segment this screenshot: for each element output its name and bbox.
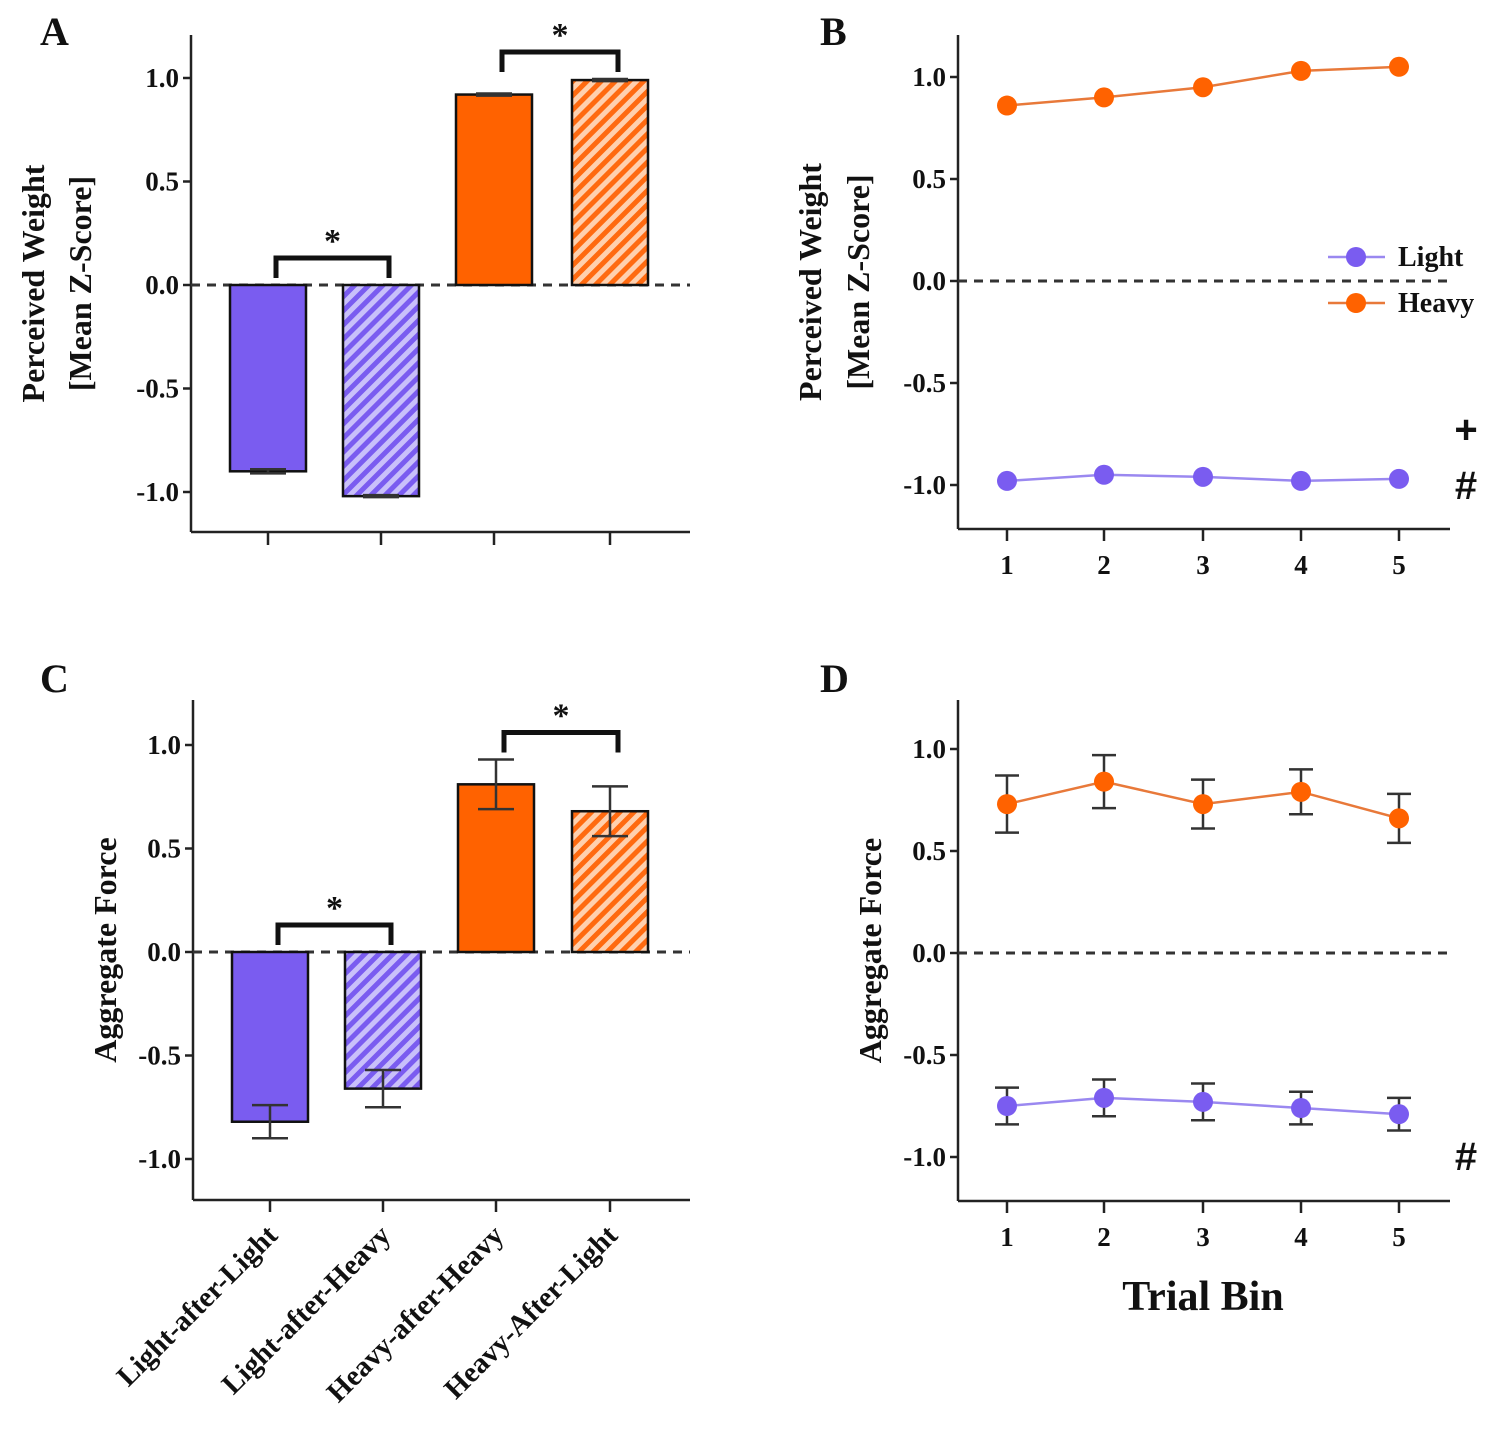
y-tick-label: 0.5 xyxy=(145,167,179,197)
data-point-heavy xyxy=(1193,794,1213,815)
data-point-light xyxy=(997,1096,1017,1116)
data-point-heavy xyxy=(1389,56,1409,77)
y-tick-label: -1.0 xyxy=(136,477,179,507)
y-tick-label: 0.0 xyxy=(147,937,181,967)
panel-label: D xyxy=(820,656,849,701)
legend-label-light: Light xyxy=(1398,242,1464,273)
y-tick-label: -0.5 xyxy=(136,374,179,404)
data-point-heavy xyxy=(1291,60,1311,81)
y-tick-label: -1.0 xyxy=(903,470,946,500)
y-tick-label: -0.5 xyxy=(903,368,946,398)
legend-marker-light xyxy=(1346,247,1366,267)
significance-bracket xyxy=(275,922,394,945)
data-point-heavy xyxy=(1193,77,1213,98)
panel-label: B xyxy=(820,9,847,54)
data-point-light xyxy=(1193,466,1213,487)
y-tick-label: 1.0 xyxy=(147,730,181,760)
panel-label: C xyxy=(40,656,69,701)
data-point-light xyxy=(1291,1098,1311,1119)
bar xyxy=(341,283,421,498)
bar xyxy=(230,950,310,1123)
data-point-light xyxy=(1094,1087,1114,1108)
panel-b: 1.0 0.5 0.0 -0.5 -1.0 B Perceived Weight [Mean … xyxy=(792,9,1478,580)
x-tick-label: 3 xyxy=(1196,550,1210,580)
data-point-heavy xyxy=(997,794,1017,815)
significance-bracket xyxy=(499,49,621,73)
significance-bracket xyxy=(273,255,392,278)
significance-star: * xyxy=(326,890,343,927)
y-axis-title-line2: [Mean Z-Score] xyxy=(62,176,98,391)
bar xyxy=(570,78,650,287)
y-axis-title: Aggregate Force xyxy=(852,838,888,1063)
bar xyxy=(343,950,423,1090)
y-tick-label: 0.0 xyxy=(912,266,946,296)
y-tick-label: 0.0 xyxy=(145,270,179,300)
x-tick-label: 1 xyxy=(1000,550,1014,580)
x-axis-title: Trial Bin xyxy=(1122,1274,1283,1320)
significance-star: * xyxy=(324,223,341,260)
x-tick-label: 5 xyxy=(1392,550,1406,580)
x-tick-label: 4 xyxy=(1294,1222,1308,1252)
x-tick-label: 5 xyxy=(1392,1222,1406,1252)
bar xyxy=(456,783,536,954)
panel-label: A xyxy=(40,9,69,54)
y-tick-label: 1.0 xyxy=(145,63,179,93)
y-tick-label: 0.0 xyxy=(912,938,946,968)
data-point-light xyxy=(1094,464,1114,485)
significance-bracket xyxy=(501,729,621,753)
data-point-heavy xyxy=(997,95,1017,116)
y-tick-label: -1.0 xyxy=(903,1142,946,1172)
data-point-light xyxy=(1389,1104,1409,1125)
annotation-hash: # xyxy=(1455,1135,1477,1179)
y-tick-label: 0.5 xyxy=(912,836,946,866)
y-tick-label: 1.0 xyxy=(912,62,946,92)
data-point-heavy xyxy=(1094,87,1114,108)
y-tick-label: -1.0 xyxy=(138,1144,181,1174)
legend-label-heavy: Heavy xyxy=(1398,288,1474,319)
legend-marker-heavy xyxy=(1346,293,1366,313)
y-axis-title: Aggregate Force xyxy=(87,837,123,1062)
y-tick-label: -0.5 xyxy=(903,1040,946,1070)
y-axis-title-line2: [Mean Z-Score] xyxy=(840,174,876,389)
panel-d: 1.0 0.5 0.0 -0.5 -1.0 D Aggregate Force 1 2 3 4 5 # T… xyxy=(820,656,1477,1320)
y-axis-title-line1: Perceived Weight xyxy=(792,163,828,401)
annotation-hash: # xyxy=(1455,464,1477,508)
y-tick-label: 0.5 xyxy=(912,164,946,194)
bar xyxy=(454,93,534,287)
data-point-heavy xyxy=(1291,781,1311,802)
x-tick-label: 3 xyxy=(1196,1222,1210,1252)
y-tick-label: 0.5 xyxy=(147,834,181,864)
data-point-light xyxy=(1193,1091,1213,1112)
data-point-heavy xyxy=(1389,808,1409,829)
x-tick-label: 2 xyxy=(1097,1222,1111,1252)
x-tick-label: 1 xyxy=(1000,1222,1014,1252)
bar xyxy=(228,283,308,473)
significance-star: * xyxy=(552,17,569,54)
x-tick-label: 2 xyxy=(1097,550,1111,580)
data-point-light xyxy=(997,470,1017,491)
annotation-plus: + xyxy=(1454,408,1477,452)
x-tick-label: 4 xyxy=(1294,550,1308,580)
data-point-heavy xyxy=(1094,771,1114,792)
significance-star: * xyxy=(553,697,570,734)
y-axis-title-line1: Perceived Weight xyxy=(15,164,51,402)
panel-a: 1.0 0.5 0.0 -0.5 -1.0 A Perceived Weight [Mean … xyxy=(15,9,690,545)
data-point-light xyxy=(1291,470,1311,491)
data-point-light xyxy=(1389,468,1409,489)
y-tick-label: -0.5 xyxy=(138,1041,181,1071)
y-tick-label: 1.0 xyxy=(912,734,946,764)
